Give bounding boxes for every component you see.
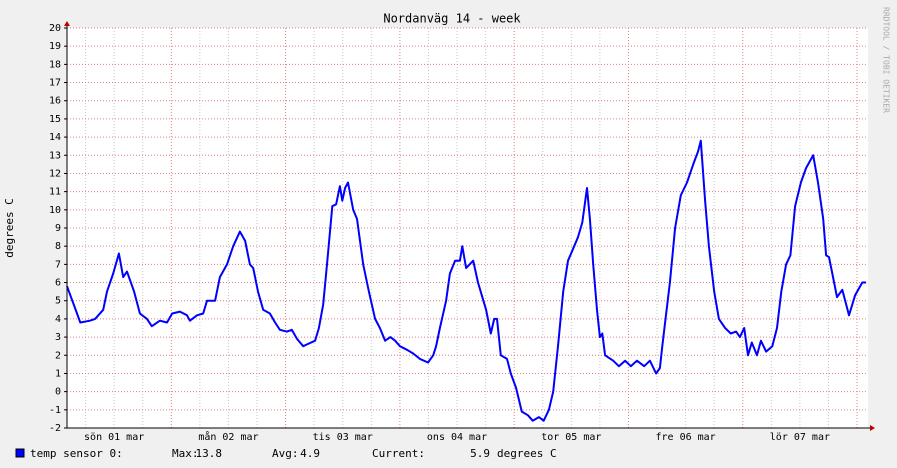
y-tick-label: 8 [55,241,61,252]
x-tick-label: fre 06 mar [655,432,715,443]
y-tick-label: -2 [49,423,61,434]
y-tick-label: 7 [55,259,61,270]
x-tick-label: lör 07 mar [770,432,830,443]
x-tick-label: mån 02 mar [198,430,258,443]
data-line [66,139,867,422]
legend-label: temp sensor 0: [30,447,123,460]
y-tick-label: 14 [49,132,61,143]
y-tick-label: 9 [55,223,61,234]
y-axis-label: degrees C [3,198,16,258]
x-arrow [870,425,875,431]
y-tick-label: -1 [49,405,61,416]
y-tick-label: 2 [55,350,61,361]
x-tick-label: sön 01 mar [84,432,144,443]
y-tick-label: 4 [55,314,61,325]
y-tick-label: 6 [55,278,61,289]
y-tick-label: 16 [49,96,61,107]
y-tick-label: 18 [49,59,61,70]
x-tick-label: tor 05 mar [541,432,601,443]
y-tick-label: 20 [49,23,61,34]
legend-stat-value: 4.9 [300,447,320,460]
legend-stat-value: 5.9 [470,447,490,460]
y-arrow [64,21,70,26]
y-tick-label: 17 [49,78,61,89]
legend-stat-label: Max: [172,447,199,460]
legend-stat-value: 13.8 [196,447,223,460]
y-tick-label: 0 [55,387,61,398]
y-tick-label: 11 [49,187,61,198]
y-tick-label: 10 [49,205,61,216]
y-tick-label: 12 [49,168,61,179]
y-tick-label: 13 [49,150,61,161]
y-tick-label: 5 [55,296,61,307]
watermark: RRDTOOL / TOBI OETIKER [882,7,891,113]
y-tick-label: 1 [55,368,61,379]
y-tick-label: 15 [49,114,61,125]
chart-title: Nordanväg 14 - week [383,12,521,26]
legend-unit: degrees C [497,447,557,460]
x-tick-label: tis 03 mar [313,432,373,443]
x-tick-label: ons 04 mar [427,432,487,443]
plot-area [67,28,868,428]
legend-swatch [15,448,25,458]
y-tick-label: 19 [49,41,61,52]
legend-stat-label: Current: [372,447,425,460]
y-tick-label: 3 [55,332,61,343]
legend-stat-label: Avg: [272,447,299,460]
